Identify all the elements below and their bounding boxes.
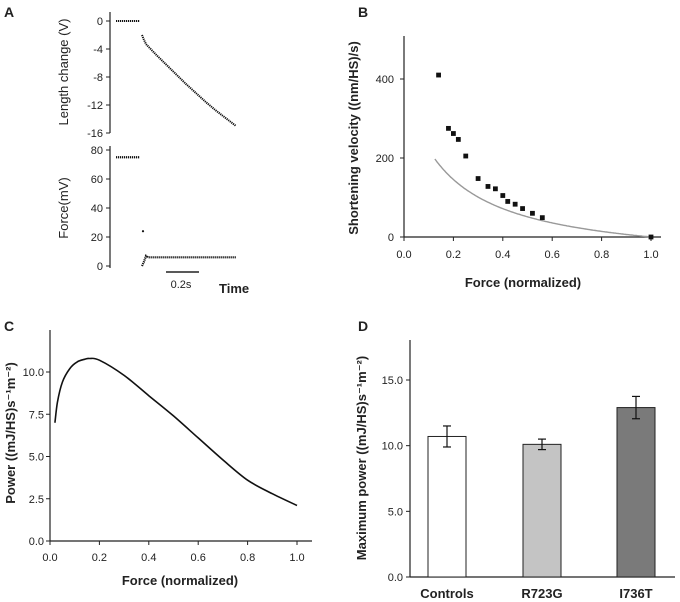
panel-a-top-ytick-label: -8 xyxy=(93,72,103,84)
panel-c: 0.0 0.2 0.4 0.6 0.8 1.0 0.0 2.5 5.0 7.5 10.0 Power… xyxy=(3,330,312,588)
panel-d-category-label: Controls xyxy=(420,586,473,601)
panel-d-ytick-label: 0.0 xyxy=(388,572,403,584)
panel-a-bottom-ytick-label: 20 xyxy=(91,232,103,244)
panel-b-data-point xyxy=(512,201,518,207)
panel-b-xtick-label: 0.4 xyxy=(495,249,510,261)
panel-d-category-label: I736T xyxy=(619,586,652,601)
panel-a-bottom-ytick-label: 80 xyxy=(91,145,103,157)
panel-b-data-point xyxy=(539,215,545,221)
panel-b-data-point xyxy=(436,72,441,78)
panel-d-ytick-label: 15.0 xyxy=(382,375,403,387)
panel-b-data-point xyxy=(455,137,461,142)
panel-c-ytick-label: 7.5 xyxy=(29,409,44,421)
panel-b-data-point xyxy=(530,210,535,216)
panel-a-xlabel: Time xyxy=(219,281,249,296)
panel-b-data-point xyxy=(500,193,506,198)
panel-b-data-point xyxy=(648,234,654,240)
panel-d-bar xyxy=(616,407,656,578)
panel-b-data-point xyxy=(446,125,451,131)
panel-c-letter: C xyxy=(4,318,14,334)
panel-b-data-point xyxy=(463,153,469,159)
panel-b-letter: B xyxy=(358,4,368,20)
panel-d-letter: D xyxy=(358,318,368,334)
panel-c-xtick-label: 0.4 xyxy=(141,552,156,564)
panel-a-bottom-ytick-label: 60 xyxy=(91,174,103,186)
panel-a-scale-bar-label: 0.2s xyxy=(171,279,192,291)
panel-a-top-ytick-label: -12 xyxy=(87,100,103,112)
panel-a-bottom-ytick-label: 40 xyxy=(91,203,103,215)
panel-d-ylabel: Maximum power ((mJ/HS)s⁻¹m⁻²) xyxy=(354,356,369,560)
panel-a-top-ylabel: Length change (V) xyxy=(56,19,71,126)
panel-b-xtick-label: 0.2 xyxy=(446,249,461,261)
panel-b-data-point xyxy=(492,186,498,192)
panel-c-xtick-label: 1.0 xyxy=(289,552,304,564)
panel-b-data-point xyxy=(451,131,456,136)
panel-b-xtick-label: 0.0 xyxy=(396,249,411,261)
panel-b-ylabel: Shortening velocity ((nm/HS)/s) xyxy=(346,41,361,235)
panel-a-force-trace xyxy=(141,254,236,267)
panel-b-data-point xyxy=(505,199,511,204)
panel-a-bottom-ylabel: Force(mV) xyxy=(56,177,71,238)
panel-a-length-trace xyxy=(141,34,237,127)
panel-b-data-point xyxy=(520,206,525,211)
panel-b-xtick-label: 1.0 xyxy=(643,249,658,261)
panel-b: 0.0 0.2 0.4 0.6 0.8 1.0 0 200 400 Shortening vel… xyxy=(346,36,661,290)
panel-c-ytick-label: 5.0 xyxy=(29,452,44,464)
panel-b-fit-curve xyxy=(434,158,652,238)
panel-d-bar xyxy=(427,435,467,578)
panel-a-letter: A xyxy=(4,4,14,20)
panel-a-top-ytick-label: -4 xyxy=(93,44,103,56)
panel-c-xtick-label: 0.0 xyxy=(42,552,57,564)
panel-d-ytick-label: 5.0 xyxy=(388,506,403,518)
panel-b-data-point xyxy=(485,184,491,189)
panel-c-xlabel: Force (normalized) xyxy=(122,573,238,588)
panel-b-xlabel: Force (normalized) xyxy=(465,275,581,290)
panel-c-ytick-label: 2.5 xyxy=(29,494,44,506)
panel-d-category-label: R723G xyxy=(521,586,562,601)
panel-a-bottom-ytick-label: 0 xyxy=(97,261,103,273)
panel-c-ytick-label: 0.0 xyxy=(29,536,44,548)
panel-c-ylabel: Power ((mJ/HS)s⁻¹m⁻²) xyxy=(3,362,18,504)
panel-d-bar xyxy=(522,443,562,578)
panel-d-ytick-label: 10.0 xyxy=(382,441,403,453)
panel-b-xtick-label: 0.6 xyxy=(545,249,560,261)
panel-b-xtick-label: 0.8 xyxy=(594,249,609,261)
panel-b-data-point xyxy=(475,176,481,181)
panel-a-top-ytick-label: 0 xyxy=(97,16,103,28)
panel-c-xtick-label: 0.8 xyxy=(240,552,255,564)
panel-c-xtick-label: 0.2 xyxy=(92,552,107,564)
panel-b-ytick-label: 200 xyxy=(376,153,394,165)
panel-d: 0.0 5.0 10.0 15.0 Controls R723G I736T Maximu… xyxy=(354,340,675,601)
panel-c-power-curve xyxy=(54,357,298,507)
panel-a-top-ytick-label: -16 xyxy=(87,128,103,140)
panel-a-force-transient-point xyxy=(141,230,145,233)
panel-c-xtick-label: 0.6 xyxy=(191,552,206,564)
panel-b-ytick-label: 0 xyxy=(388,232,394,244)
panel-b-ytick-label: 400 xyxy=(376,74,394,86)
panel-c-ytick-label: 10.0 xyxy=(23,367,44,379)
